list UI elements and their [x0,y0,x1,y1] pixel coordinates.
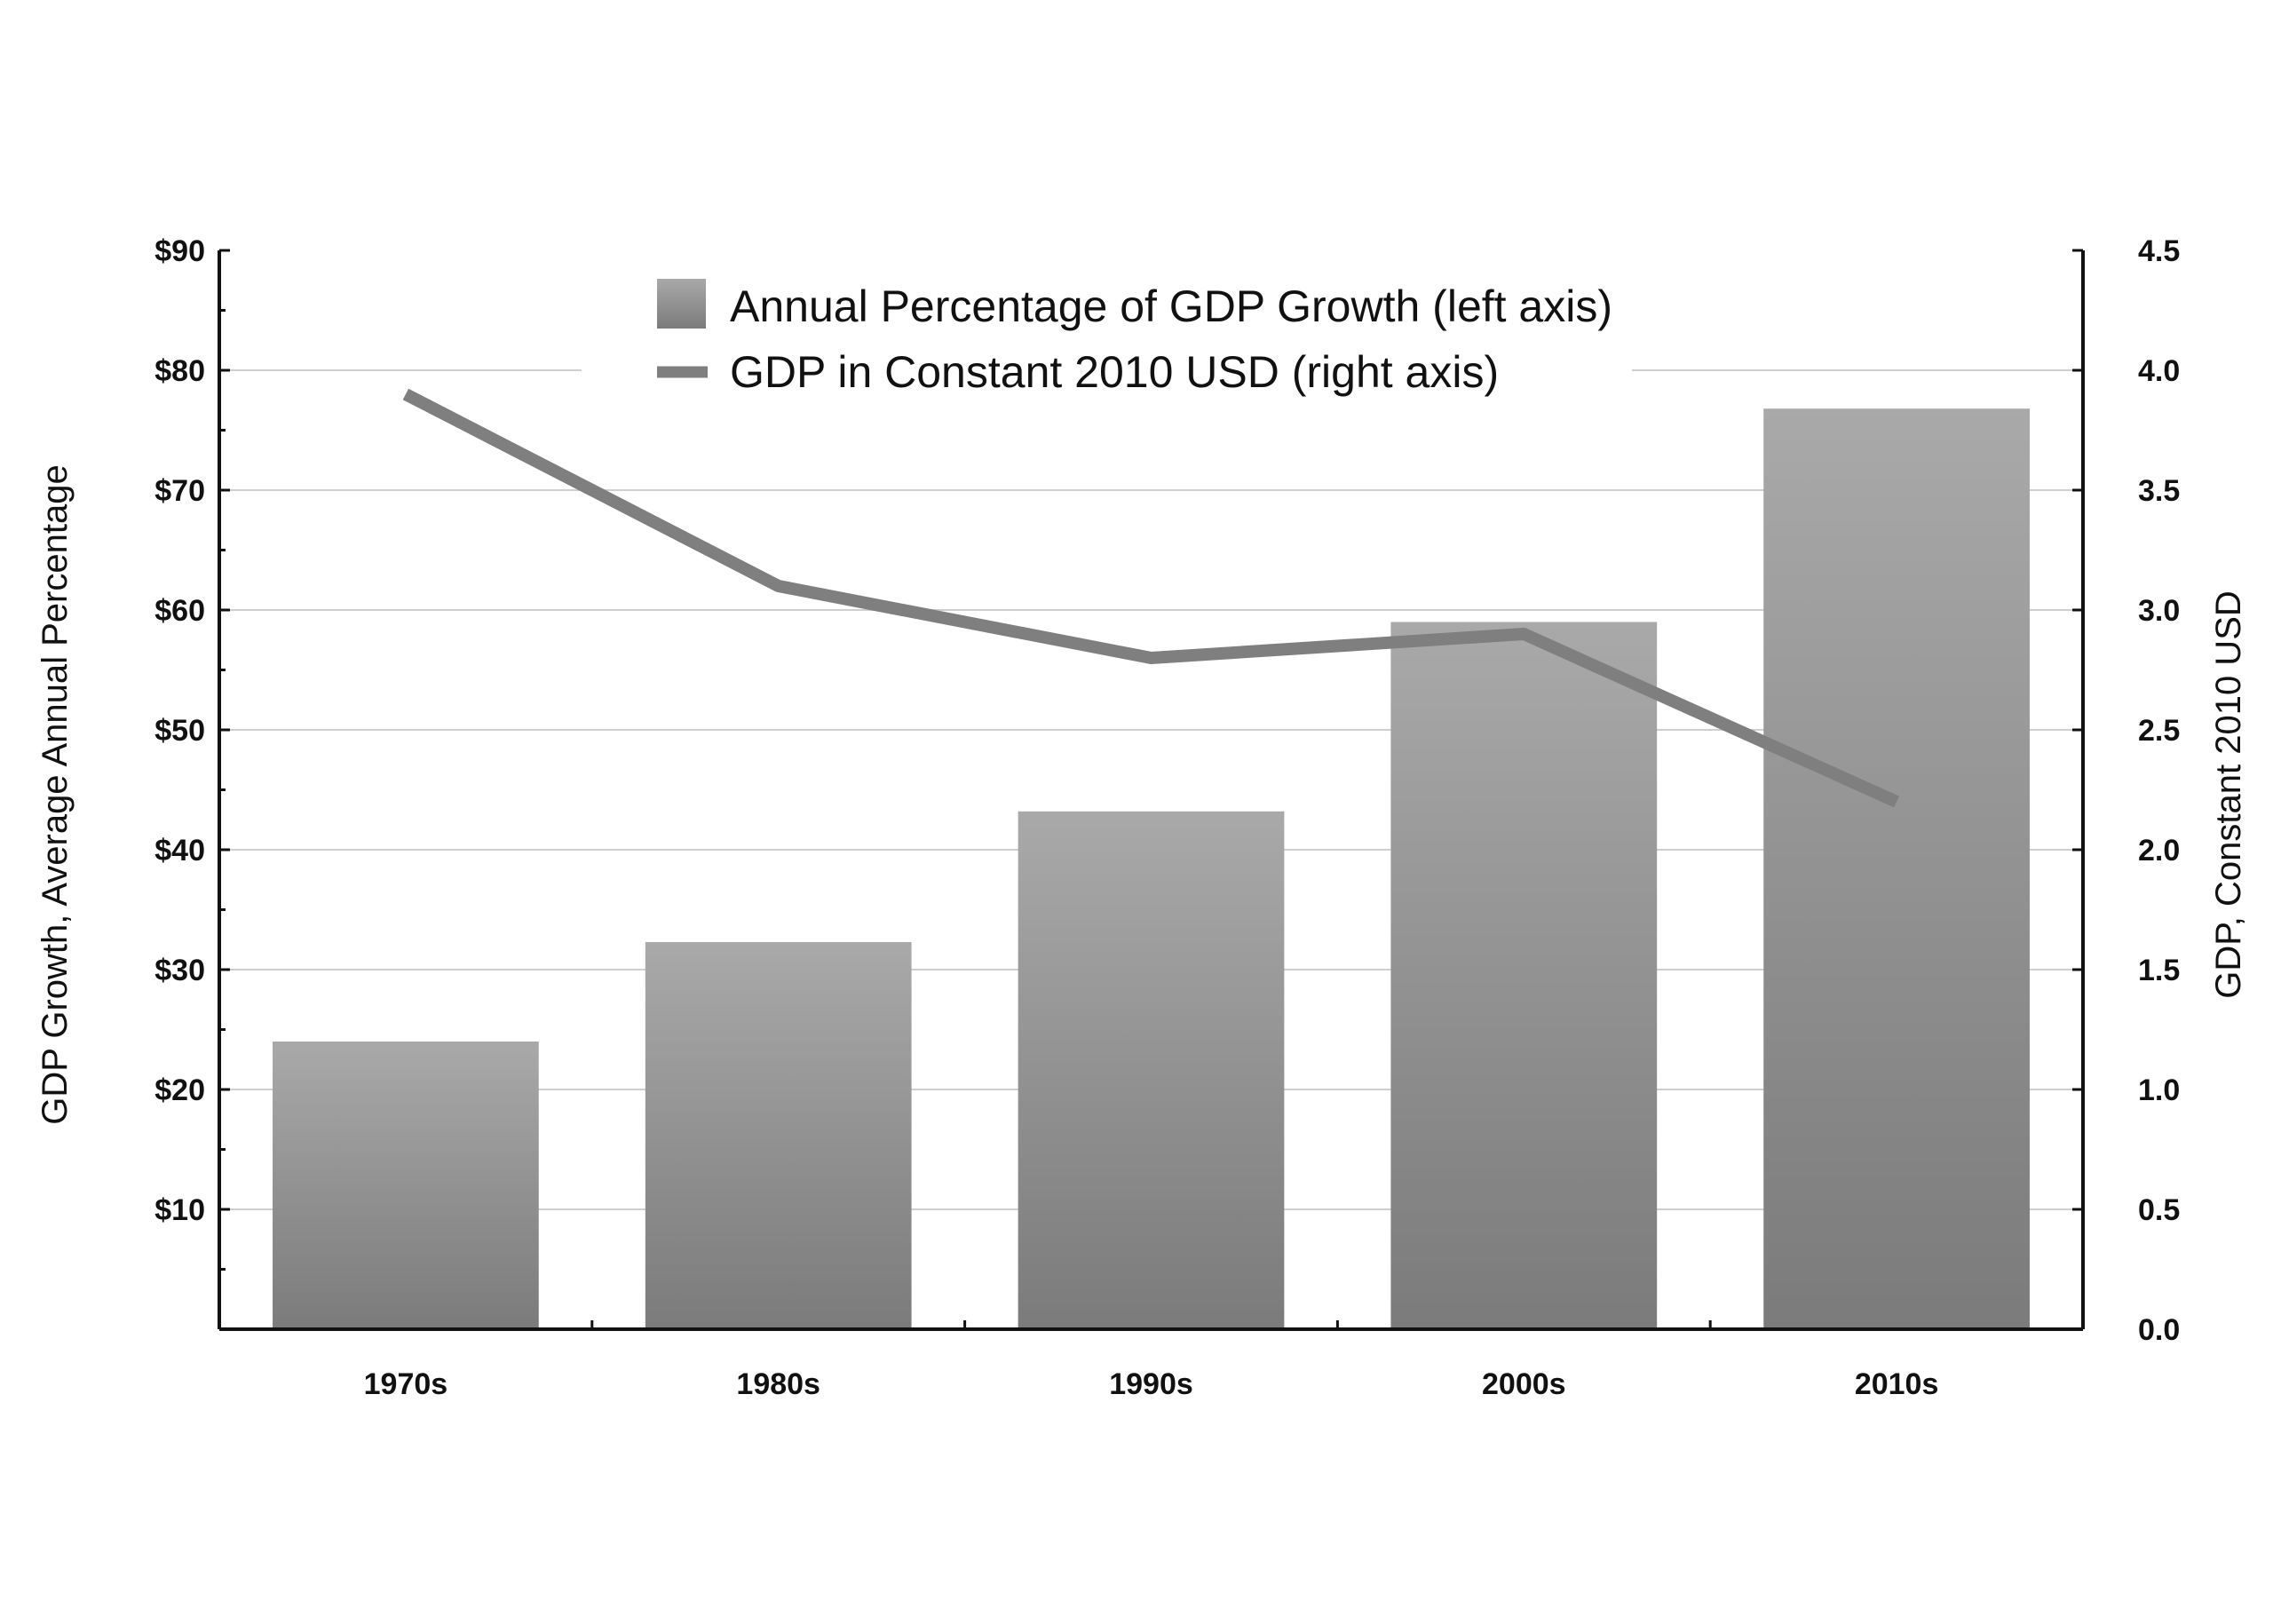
x-tick-label-1980s: 1980s [736,1367,820,1401]
right-tick-label: 1.0 [2138,1073,2180,1107]
bar-1980s [645,941,912,1329]
right-tick-label: 2.5 [2138,714,2180,748]
legend-box [582,259,1632,403]
left-tick-label: $70 [154,474,205,508]
legend-bar-label: Annual Percentage of GDP Growth (left ax… [730,281,1612,331]
left-axis-title: GDP Growth, Average Annual Percentage [36,464,75,1124]
legend: Annual Percentage of GDP Growth (left ax… [582,259,1632,403]
left-tick-label: $90 [154,234,205,268]
bar-2010s [1763,408,2030,1330]
right-tick-label: 3.5 [2138,474,2180,508]
legend-line-label: GDP in Constant 2010 USD (right axis) [730,347,1499,397]
bar-1990s [1018,811,1285,1329]
left-tick-label: $10 [154,1193,205,1227]
right-tick-label: 1.5 [2138,954,2180,987]
left-tick-label: $40 [154,834,205,867]
left-tick-label: $80 [154,354,205,388]
right-tick-label: 4.5 [2138,234,2180,268]
x-tick-label-2010s: 2010s [1855,1367,1939,1401]
bars [273,408,2030,1330]
line-series [402,388,1899,808]
gdp-line [402,388,1899,808]
x-tick-label-1970s: 1970s [364,1367,448,1401]
left-tick-label: $20 [154,1073,205,1107]
legend-bar-swatch [657,279,706,329]
left-tick-label: $50 [154,714,205,748]
right-tick-label: 0.5 [2138,1193,2180,1227]
right-tick-label: 0.0 [2138,1313,2180,1347]
right-tick-label: 4.0 [2138,354,2180,388]
left-tick-label: $30 [154,954,205,987]
right-axis-title: GDP, Constant 2010 USD [2209,590,2248,999]
x-tick-label-2000s: 2000s [1482,1367,1566,1401]
axes: $10 $20 $30 $40 $50 $60 $70 $80 $90 0.0 0.5 1.0 1.5 2… [154,234,2180,1401]
bar-1970s [273,1042,539,1329]
left-tick-label: $60 [154,594,205,628]
x-tick-label-1990s: 1990s [1109,1367,1193,1401]
right-tick-label: 3.0 [2138,594,2180,628]
bar-2000s [1390,622,1658,1329]
right-tick-label: 2.0 [2138,834,2180,867]
